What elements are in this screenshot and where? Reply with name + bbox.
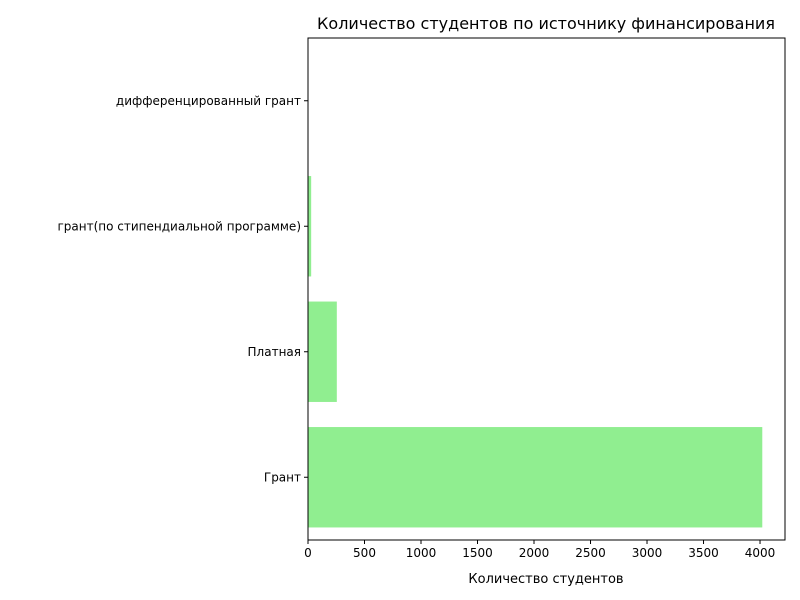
x-axis-label: Количество студентов — [468, 572, 623, 587]
x-tick-label: 500 — [353, 546, 376, 560]
y-tick-label: Платная — [248, 345, 301, 359]
chart-title: Количество студентов по источнику финанс… — [317, 14, 775, 33]
bar — [308, 427, 763, 528]
x-tick-label: 3500 — [688, 546, 719, 560]
x-tick-label: 3000 — [632, 546, 663, 560]
plot-area: Грант Платная грант(по стипендиальной прог… — [58, 37, 786, 560]
x-tick-label: 2000 — [519, 546, 550, 560]
x-tick-label: 1000 — [406, 546, 437, 560]
x-tick-label: 4000 — [745, 546, 776, 560]
x-tick-label: 0 — [304, 546, 312, 560]
y-tick-label: грант(по стипендиальной программе) — [58, 219, 302, 233]
x-tick-label: 2500 — [575, 546, 606, 560]
y-tick-label: дифференцированный грант — [116, 94, 301, 108]
axes-frame — [307, 37, 786, 541]
y-tick-label: Грант — [264, 470, 301, 484]
bar — [308, 301, 337, 402]
x-tick-label: 1500 — [462, 546, 493, 560]
bar — [308, 176, 312, 277]
